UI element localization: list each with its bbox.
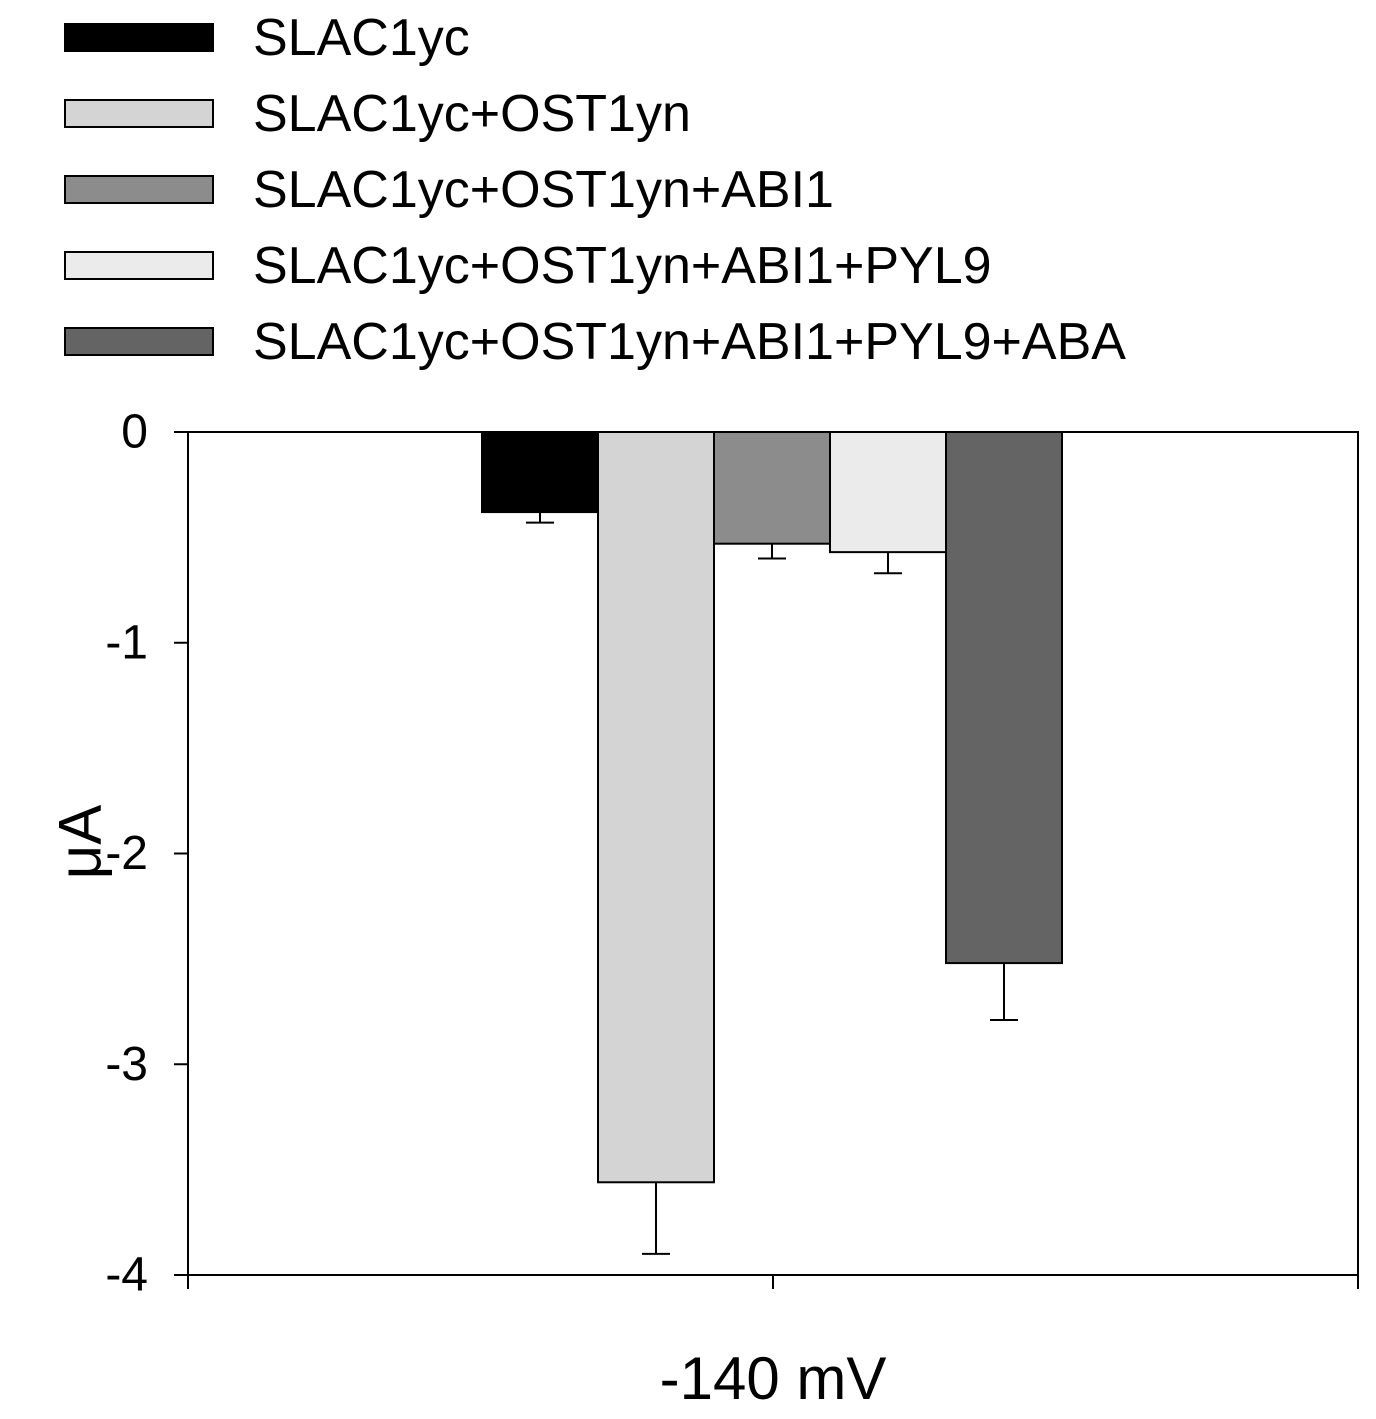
y-axis-title: μA [47, 805, 114, 880]
bar-5 [945, 431, 1063, 965]
y-tick-label: -1 [105, 616, 148, 669]
legend-swatch-4 [64, 251, 214, 280]
plot-area: 0 -1 -2 -3 -4 [105, 406, 1359, 1302]
legend-swatch-3 [64, 175, 214, 204]
bar-2 [597, 431, 715, 1184]
legend: SLAC1yc SLAC1yc+OST1yn SLAC1yc+OST1yn+ABI1… [64, 9, 1126, 371]
legend-swatch-2 [64, 99, 214, 128]
legend-label-3: SLAC1yc+OST1yn+ABI1 [253, 161, 834, 219]
error-bars [526, 512, 1018, 1255]
legend-label-4: SLAC1yc+OST1yn+ABI1+PYL9 [253, 237, 992, 295]
bar-3 [713, 431, 831, 545]
y-tick-label: 0 [121, 406, 148, 459]
legend-swatch-5 [64, 327, 214, 356]
bar-4 [829, 431, 947, 554]
legend-label-5: SLAC1yc+OST1yn+ABI1+PYL9+ABA [253, 313, 1126, 371]
axes [187, 431, 1359, 1289]
y-tick-label: -2 [105, 827, 148, 880]
bars [481, 431, 1063, 1184]
y-tick-label: -4 [105, 1249, 148, 1302]
bar-1 [481, 431, 599, 514]
x-axis-title: -140 mV [660, 1345, 887, 1412]
y-axis-ticks: 0 -1 -2 -3 -4 [105, 406, 188, 1302]
legend-swatch-1 [64, 23, 214, 52]
y-tick-label: -3 [105, 1038, 148, 1091]
legend-label-1: SLAC1yc [253, 9, 470, 67]
legend-label-2: SLAC1yc+OST1yn [253, 85, 691, 143]
